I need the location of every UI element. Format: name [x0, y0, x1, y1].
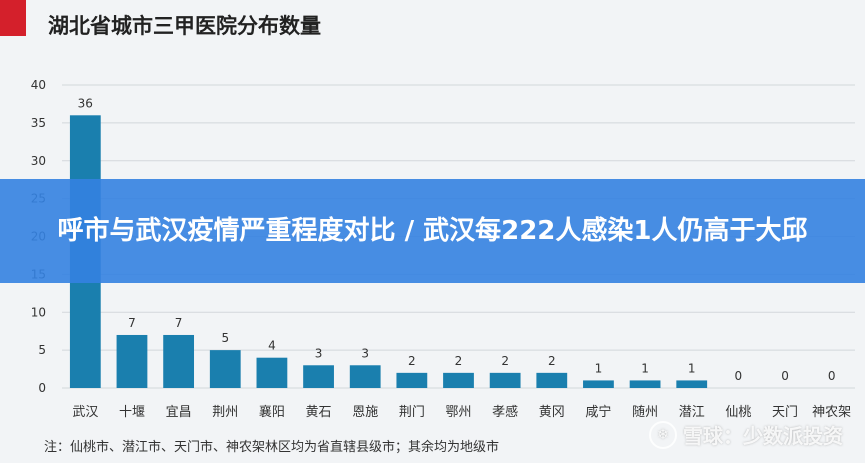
y-tick-label: 0 [38, 381, 46, 395]
bar-鄂州 [443, 372, 474, 388]
y-tick-label: 5 [38, 343, 46, 357]
x-tick-label: 神农架 [812, 405, 851, 420]
data-label: 0 [781, 369, 789, 383]
x-tick-label: 十堰 [119, 405, 145, 420]
y-tick-label: 40 [31, 78, 46, 92]
data-label: 1 [595, 361, 603, 375]
footnote: 注：仙桃市、潜江市、天门市、神农架林区均为省直辖县级市；其余均为地级市 [44, 440, 500, 455]
data-label: 3 [315, 346, 323, 360]
x-tick-label: 黄石 [306, 405, 332, 420]
x-tick-label: 恩施 [352, 405, 378, 420]
x-tick-label: 黄冈 [539, 405, 565, 420]
chart-title: 湖北省城市三甲医院分布数量 [48, 14, 321, 38]
data-label: 2 [501, 354, 509, 368]
x-tick-label: 潜江 [679, 405, 705, 420]
data-label: 3 [361, 346, 369, 360]
data-label: 7 [175, 316, 183, 330]
data-label: 0 [828, 369, 836, 383]
data-label: 1 [688, 361, 696, 375]
bar-十堰 [116, 334, 148, 388]
data-label: 7 [128, 316, 136, 330]
x-tick-label: 随州 [632, 405, 658, 420]
bar-荆门 [396, 372, 428, 388]
bar-随州 [629, 380, 661, 388]
bar-孝感 [489, 372, 521, 388]
bar-宜昌 [163, 334, 195, 388]
bar-咸宁 [583, 380, 614, 388]
banner-text: 呼市与武汉疫情严重程度对比 / 武汉每222人感染1人仍高于大邱 [57, 216, 808, 246]
data-label: 2 [408, 354, 416, 368]
watermark: ❄ 雪球：少数派投资 [649, 420, 843, 449]
x-tick-label: 荆州 [212, 404, 238, 420]
x-tick-label: 仙桃 [725, 405, 751, 420]
data-label: 4 [268, 339, 276, 353]
watermark-text: 雪球：少数派投资 [683, 424, 843, 448]
x-tick-label: 襄阳 [259, 404, 285, 420]
x-tick-label: 宜昌 [166, 405, 192, 420]
snowball-icon: ❄ [649, 420, 677, 449]
bar-荆州 [209, 350, 241, 388]
title-accent-bar [0, 0, 26, 36]
x-tick-label: 鄂州 [445, 405, 471, 420]
x-tick-label: 天门 [772, 405, 798, 420]
data-label: 0 [735, 369, 743, 383]
y-tick-label: 35 [31, 116, 46, 130]
bar-襄阳 [256, 357, 288, 388]
data-label: 36 [78, 96, 93, 110]
bar-黄冈 [536, 372, 568, 388]
y-tick-label: 30 [31, 154, 46, 168]
data-label: 2 [548, 354, 556, 368]
overlay-banner: 呼市与武汉疫情严重程度对比 / 武汉每222人感染1人仍高于大邱 [0, 179, 865, 283]
bar-恩施 [349, 365, 381, 388]
x-tick-label: 孝感 [492, 404, 518, 420]
bar-黄石 [303, 365, 334, 388]
data-label: 5 [221, 331, 229, 345]
x-tick-label: 荆门 [399, 404, 425, 420]
x-tick-label: 武汉 [72, 405, 98, 420]
x-tick-label: 咸宁 [585, 404, 611, 420]
y-tick-label: 10 [31, 305, 46, 319]
bar-潜江 [676, 380, 708, 388]
data-label: 2 [455, 354, 463, 368]
data-label: 1 [641, 361, 649, 375]
